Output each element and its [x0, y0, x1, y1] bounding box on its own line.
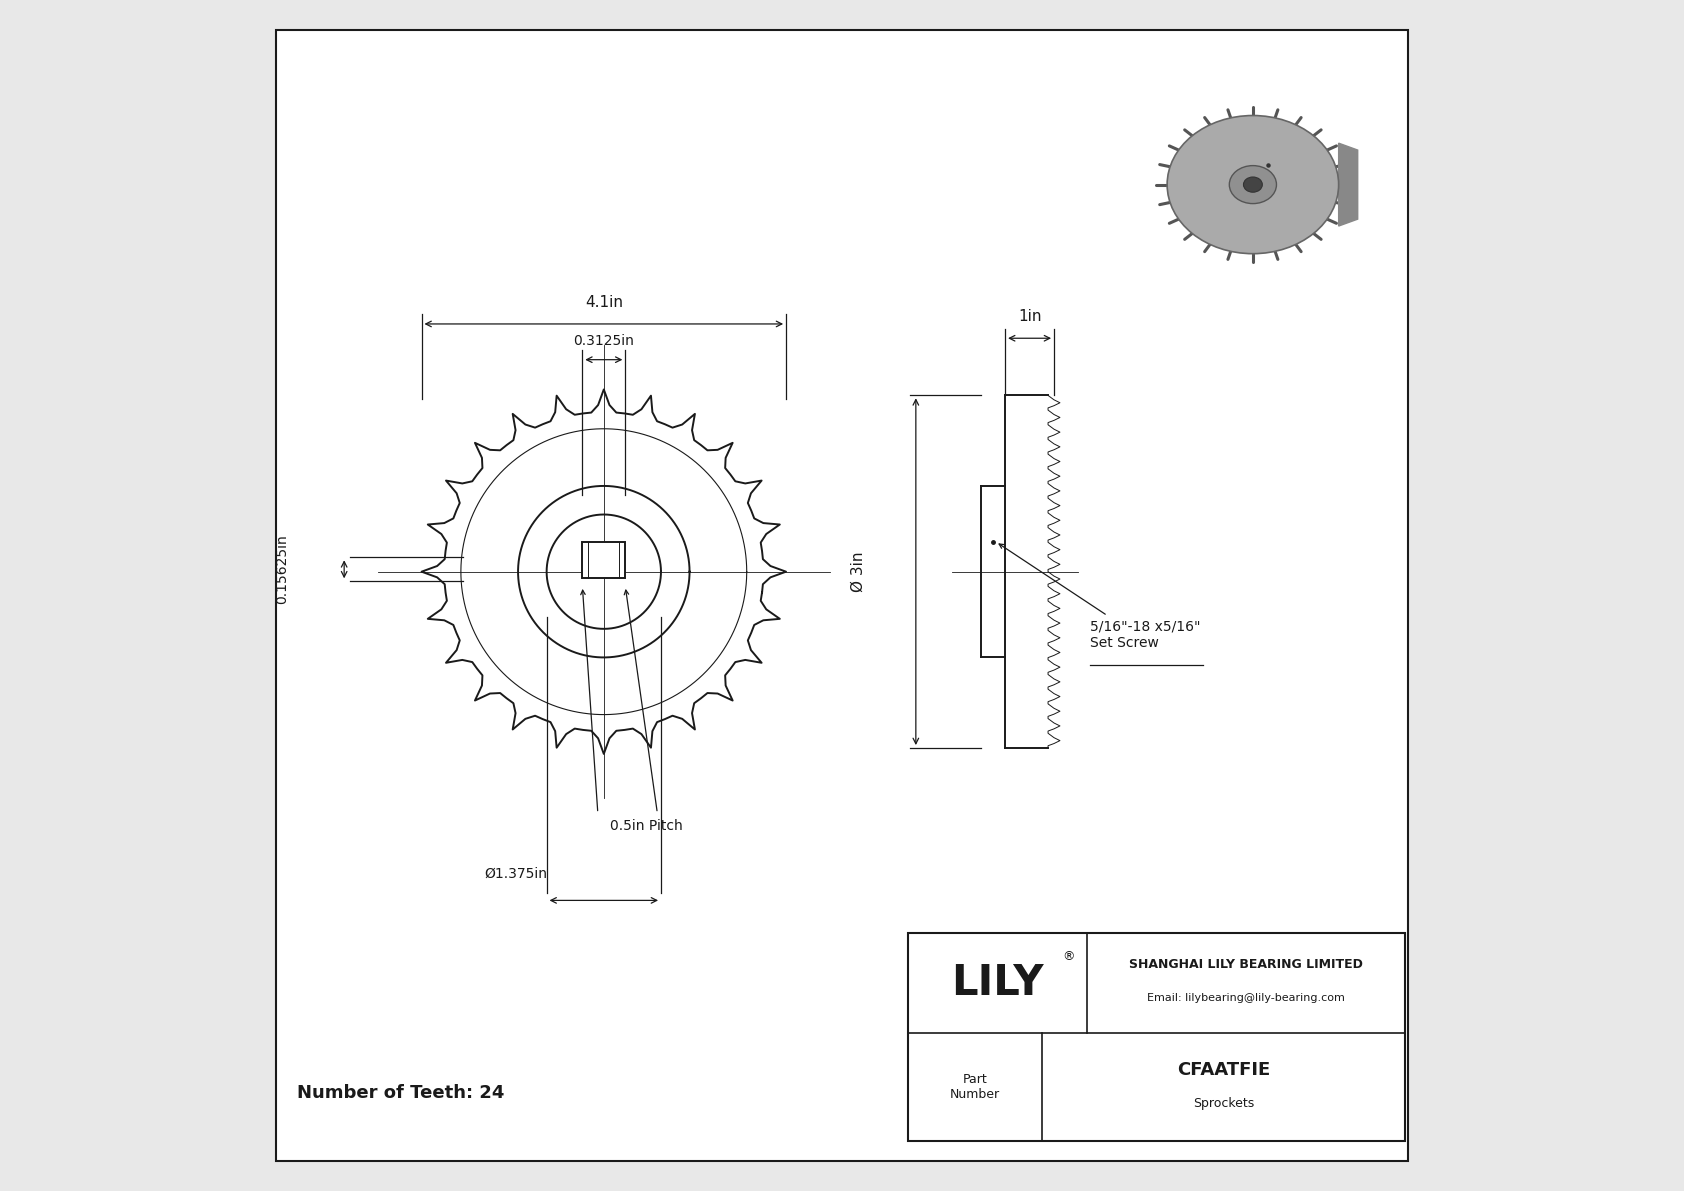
Text: 0.5in Pitch: 0.5in Pitch [610, 819, 682, 834]
Ellipse shape [1243, 177, 1263, 192]
Bar [908, 933, 1406, 1141]
Text: Ø1.375in: Ø1.375in [485, 867, 547, 881]
Polygon shape [1339, 143, 1357, 226]
Text: 4.1in: 4.1in [584, 294, 623, 310]
Ellipse shape [1229, 166, 1276, 204]
Text: 0.15625in: 0.15625in [274, 535, 290, 604]
Text: 1in: 1in [1017, 308, 1041, 324]
Text: Ø 3in: Ø 3in [850, 551, 866, 592]
Text: 0.3125in: 0.3125in [573, 333, 635, 348]
Text: Email: lilybearing@lily-bearing.com: Email: lilybearing@lily-bearing.com [1147, 993, 1346, 1003]
Text: SHANGHAI LILY BEARING LIMITED: SHANGHAI LILY BEARING LIMITED [1128, 959, 1362, 971]
Text: ®: ® [1063, 950, 1074, 962]
Bar [908, 933, 1406, 1141]
Text: Number of Teeth: 24: Number of Teeth: 24 [296, 1084, 504, 1103]
Text: Sprockets: Sprockets [1192, 1097, 1255, 1110]
Text: Part
Number: Part Number [950, 1073, 1000, 1100]
Bar [583, 542, 625, 578]
Text: 5/16"-18 x5/16"
Set Screw: 5/16"-18 x5/16" Set Screw [1090, 619, 1201, 649]
Text: CFAATFIE: CFAATFIE [1177, 1061, 1270, 1079]
Ellipse shape [1167, 116, 1339, 254]
Text: LILY: LILY [951, 961, 1044, 1004]
